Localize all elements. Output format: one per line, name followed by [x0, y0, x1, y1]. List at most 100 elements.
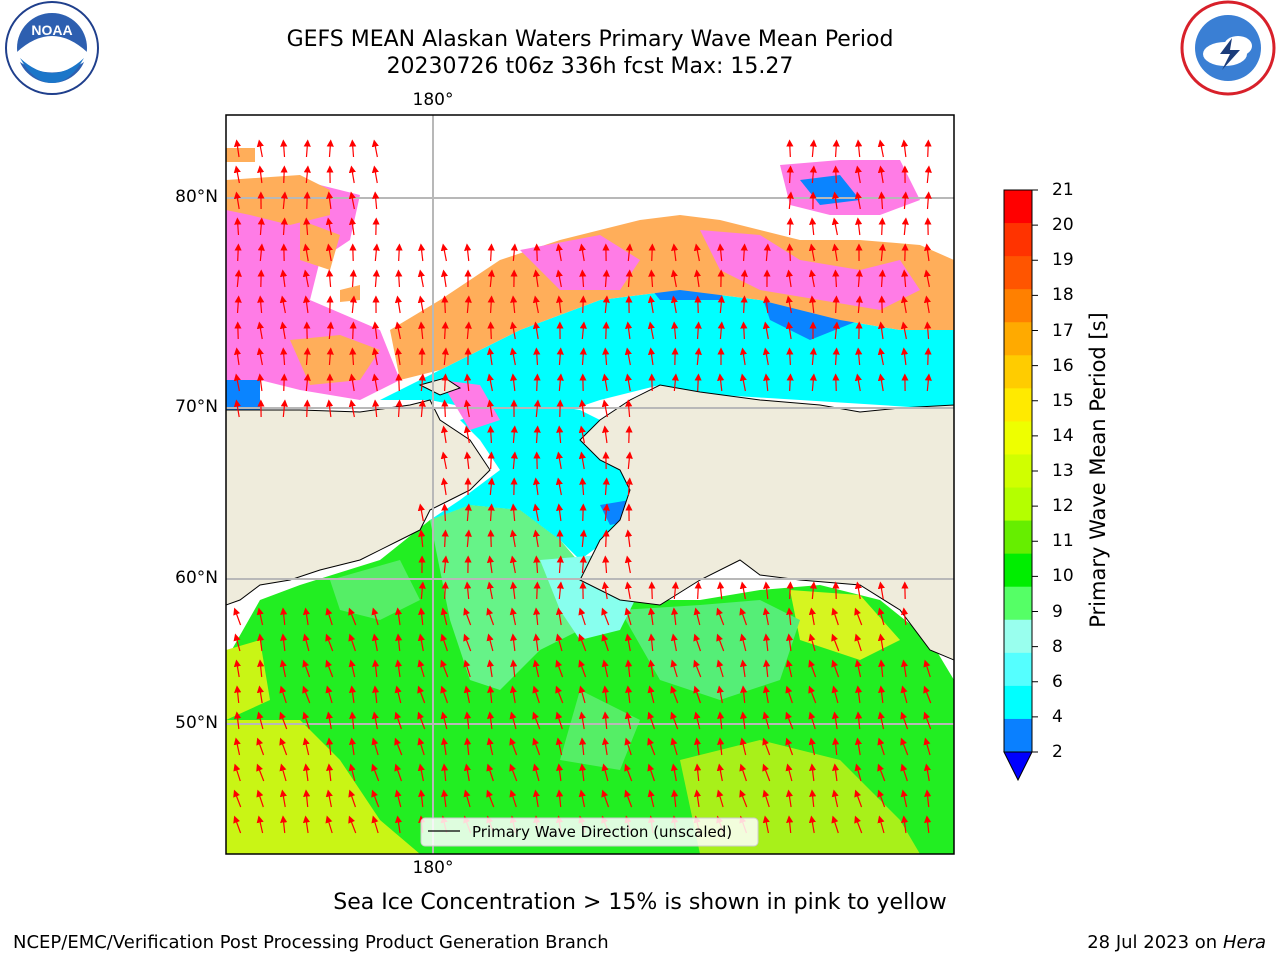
wave-arrow: [624, 633, 632, 652]
colorbar-tick-label: 4: [1052, 706, 1063, 727]
map-area: Primary Wave Direction (unscaled): [226, 115, 954, 854]
wave-arrow: [280, 607, 288, 626]
colorbar: [1003, 189, 1038, 782]
wave-arrow: [670, 659, 678, 678]
wave-arrow: [233, 815, 242, 834]
wave-arrow: [555, 737, 563, 756]
wave-arrow: [463, 633, 472, 652]
wave-arrow: [348, 399, 356, 418]
wave-arrow: [855, 217, 863, 236]
colorbar-bin: [1004, 619, 1032, 654]
wave-arrow: [463, 659, 471, 678]
wave-arrow: [717, 321, 725, 340]
wave-arrow: [854, 191, 862, 210]
wave-arrow: [532, 763, 540, 782]
wave-arrow: [463, 399, 471, 418]
wave-arrow: [510, 633, 518, 652]
wave-arrow: [739, 607, 748, 626]
wave-arrow: [510, 373, 518, 392]
wave-arrow: [555, 451, 563, 470]
wave-arrow: [303, 789, 311, 808]
wave-arrow: [647, 685, 655, 704]
wave-arrow: [786, 347, 794, 366]
wave-arrow: [348, 815, 357, 834]
wave-arrow: [854, 659, 862, 678]
wave-arrow: [487, 451, 495, 470]
wave-arrow: [900, 321, 908, 340]
wave-arrow: [395, 269, 403, 288]
wave-arrow: [601, 789, 610, 808]
wave-arrow: [486, 659, 495, 678]
wave-arrow: [256, 321, 264, 340]
wave-arrow: [325, 243, 333, 262]
wave-arrow: [441, 295, 449, 314]
wave-arrow: [579, 477, 587, 496]
wave-arrow: [487, 477, 495, 496]
wave-arrow: [923, 711, 932, 730]
wave-arrow: [693, 607, 701, 626]
wave-arrow: [233, 373, 241, 392]
map-frame: [225, 114, 955, 855]
wave-arrow: [280, 191, 288, 210]
colorbar-tick-label: 14: [1052, 425, 1074, 446]
wave-arrow: [855, 269, 863, 288]
wave-arrow: [831, 789, 839, 808]
wave-arrow: [625, 477, 633, 496]
colorbar-bin: [1004, 454, 1032, 489]
wave-arrow: [348, 685, 357, 704]
wave-arrow: [923, 659, 931, 678]
wave-arrow: [808, 243, 816, 262]
wave-arrow: [878, 243, 886, 262]
wave-arrow: [257, 243, 265, 262]
wave-arrow: [647, 607, 656, 626]
wave-arrow: [717, 373, 725, 392]
wave-arrow: [303, 399, 311, 418]
wave-arrow: [395, 399, 403, 418]
wave-arrow: [555, 633, 563, 652]
wave-arrow: [349, 295, 357, 314]
wave-arrow: [786, 607, 794, 626]
wave-arrow: [256, 633, 265, 652]
wave-arrow: [900, 789, 908, 808]
wave-arrow: [877, 633, 885, 652]
wave-arrow: [831, 633, 840, 652]
wave-arrow: [509, 529, 517, 548]
wave-arrow: [602, 347, 610, 366]
wave-arrow: [808, 633, 816, 652]
wave-arrow: [809, 789, 817, 808]
wave-arrow: [417, 269, 425, 288]
wave-arrow: [762, 607, 770, 626]
wave-arrow: [924, 815, 932, 834]
wave-arrow: [739, 737, 747, 756]
wave-arrow: [647, 711, 656, 730]
wave-arrow: [579, 529, 587, 548]
wave-arrow: [464, 737, 472, 756]
wave-arrow: [279, 321, 287, 340]
wave-arrow: [533, 555, 541, 574]
wave-arrow: [854, 815, 863, 834]
wave-arrow: [785, 321, 794, 340]
wave-arrow: [877, 763, 886, 782]
wave-arrow: [532, 737, 541, 756]
wave-arrow: [556, 347, 564, 366]
wave-arrow: [877, 815, 885, 834]
wave-arrow: [348, 373, 356, 392]
wave-arrow: [878, 269, 886, 288]
wave-arrow: [303, 139, 311, 158]
wave-arrow: [877, 581, 885, 600]
wave-arrow: [785, 659, 793, 678]
wave-arrow: [532, 503, 540, 522]
wave-arrow: [532, 295, 540, 314]
colorbar-bin: [1004, 256, 1032, 290]
wave-arrow: [601, 607, 610, 626]
wave-arrow: [487, 295, 495, 314]
wave-arrow: [831, 659, 840, 678]
noaa-logo-text: NOAA: [31, 22, 72, 38]
wave-arrow: [417, 659, 425, 678]
wave-arrow: [624, 555, 632, 574]
wave-arrow: [578, 451, 586, 470]
wave-arrow: [786, 165, 794, 184]
wave-arrow: [924, 321, 932, 340]
wave-arrow: [786, 191, 794, 210]
wave-arrow: [256, 607, 264, 626]
